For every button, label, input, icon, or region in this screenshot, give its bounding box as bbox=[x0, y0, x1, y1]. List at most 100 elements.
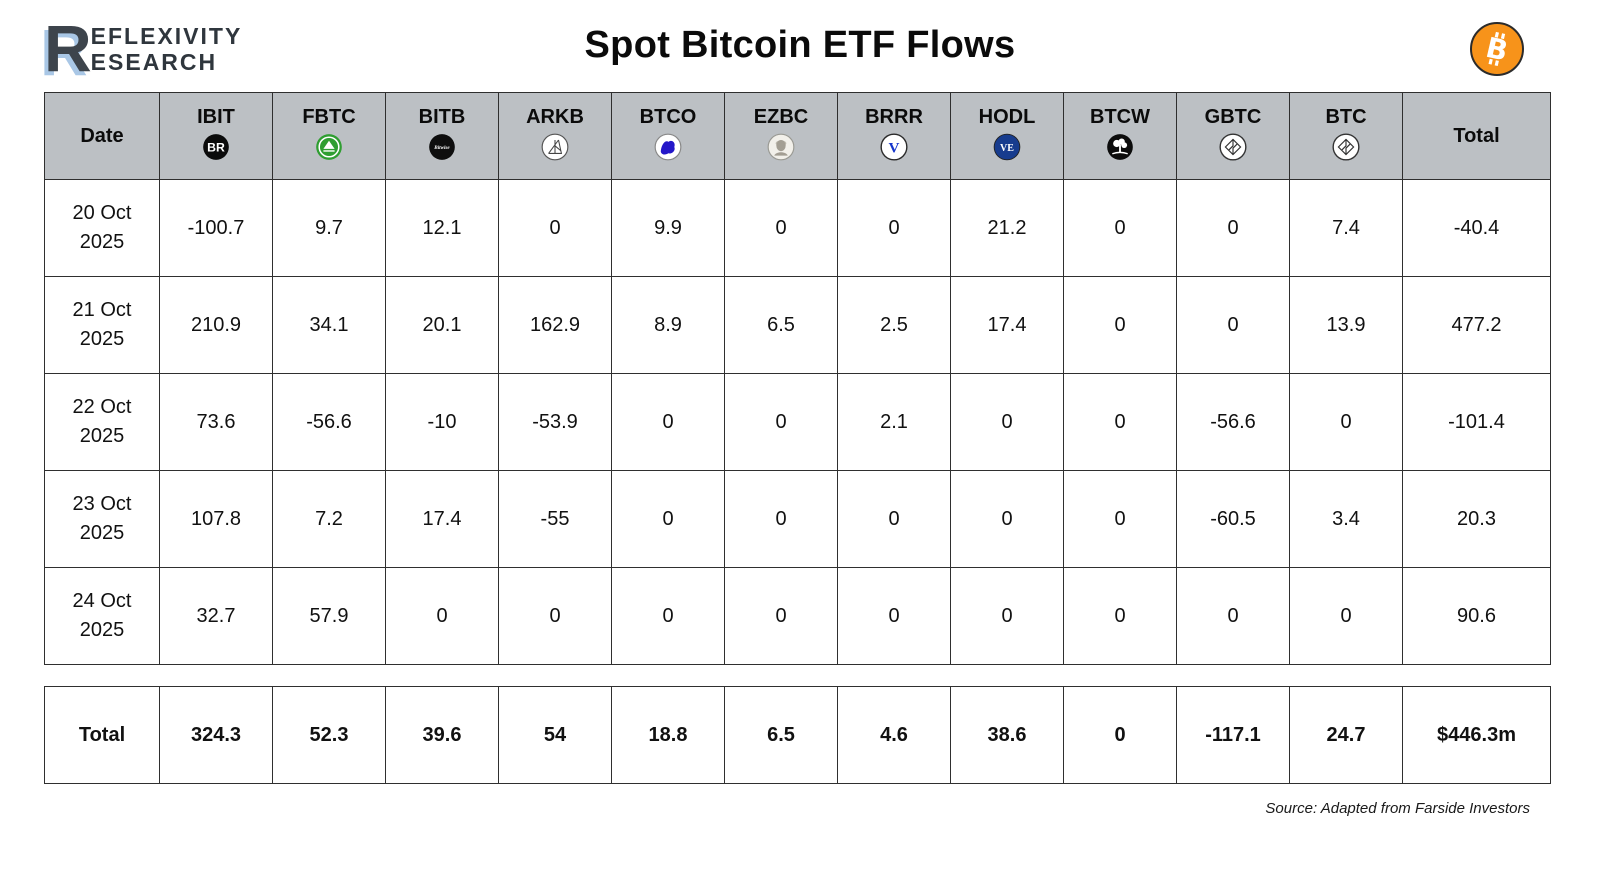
flow-value-cell: 0 bbox=[837, 567, 951, 665]
total-value-cell: 52.3 bbox=[272, 686, 386, 784]
total-value-cell: -117.1 bbox=[1176, 686, 1290, 784]
flow-value-cell: 0 bbox=[1289, 567, 1403, 665]
column-header-brrr: BRRR V bbox=[837, 92, 951, 180]
flow-value-cell: 0 bbox=[611, 470, 725, 568]
logo-line1: EFLEXIVITY bbox=[90, 23, 243, 49]
column-label: Date bbox=[80, 125, 124, 147]
date-line1: 22 Oct bbox=[72, 396, 132, 418]
table-row: 21 Oct 2025 210.9 34.1 20.1 162.9 8.9 6.5 2.5 17.… bbox=[44, 276, 1551, 374]
date-cell: 24 Oct 2025 bbox=[44, 567, 160, 665]
flow-value-cell: 73.6 bbox=[159, 373, 273, 471]
franklin-icon bbox=[767, 133, 795, 161]
flow-value-cell: 0 bbox=[724, 179, 838, 277]
column-label: HODL bbox=[978, 106, 1036, 128]
column-label: BTCW bbox=[1090, 106, 1150, 128]
flow-value-cell: 7.4 bbox=[1289, 179, 1403, 277]
date-cell: 23 Oct 2025 bbox=[44, 470, 160, 568]
source-note: Source: Adapted from Farside Investors bbox=[1265, 800, 1530, 817]
bitwise-icon: Bitwise bbox=[428, 133, 456, 161]
flow-value-cell: 0 bbox=[1063, 567, 1177, 665]
flow-value-cell: 0 bbox=[837, 179, 951, 277]
flow-value-cell: 2.5 bbox=[837, 276, 951, 374]
column-label: Total bbox=[1453, 125, 1500, 147]
table-row: 23 Oct 2025 107.8 7.2 17.4 -55 0 0 0 0 0 -60.5 3.4 20… bbox=[44, 470, 1551, 568]
flow-value-cell: 477.2 bbox=[1402, 276, 1551, 374]
column-header-bitb: BITB Bitwise bbox=[385, 92, 499, 180]
svg-text:B: B bbox=[1483, 31, 1511, 68]
flow-value-cell: 0 bbox=[724, 470, 838, 568]
reflexivity-research-logo: R EFLEXIVITY ESEARCH bbox=[44, 15, 243, 81]
column-label: IBIT bbox=[197, 106, 235, 128]
total-value-cell: 4.6 bbox=[837, 686, 951, 784]
column-label: FBTC bbox=[302, 106, 356, 128]
column-header-btc: BTC bbox=[1289, 92, 1403, 180]
grayscale-icon bbox=[1219, 133, 1247, 161]
flow-value-cell: 2.1 bbox=[837, 373, 951, 471]
logo-wordmark: EFLEXIVITY ESEARCH bbox=[91, 23, 243, 75]
flow-value-cell: 0 bbox=[1063, 179, 1177, 277]
column-label: BITB bbox=[418, 106, 466, 128]
date-line2: 2025 bbox=[79, 328, 125, 350]
grayscale-mini-icon bbox=[1332, 133, 1360, 161]
column-label: GBTC bbox=[1204, 106, 1262, 128]
date-line1: 23 Oct bbox=[72, 493, 132, 515]
flow-value-cell: 6.5 bbox=[724, 276, 838, 374]
column-header-arkb: ARKB bbox=[498, 92, 612, 180]
flow-value-cell: 9.9 bbox=[611, 179, 725, 277]
column-label: BTC bbox=[1325, 106, 1367, 128]
date-line1: 20 Oct bbox=[72, 202, 132, 224]
fidelity-icon bbox=[315, 133, 343, 161]
column-label: ARKB bbox=[526, 106, 584, 128]
flow-value-cell: 0 bbox=[724, 567, 838, 665]
flow-value-cell: 0 bbox=[498, 567, 612, 665]
column-label: EZBC bbox=[753, 106, 809, 128]
ark-icon bbox=[541, 133, 569, 161]
column-header-gbtc: GBTC bbox=[1176, 92, 1290, 180]
page-header: R EFLEXIVITY ESEARCH Spot Bitcoin ETF Fl… bbox=[0, 0, 1600, 92]
date-line1: 24 Oct bbox=[72, 590, 132, 612]
column-header-ezbc: EZBC bbox=[724, 92, 838, 180]
total-value-cell: $446.3m bbox=[1402, 686, 1551, 784]
flow-value-cell: 0 bbox=[950, 470, 1064, 568]
wisdomtree-icon bbox=[1106, 133, 1134, 161]
column-label: BRRR bbox=[865, 106, 923, 128]
column-header-date: Date bbox=[44, 92, 160, 180]
flow-value-cell: 0 bbox=[950, 567, 1064, 665]
table-row: 24 Oct 2025 32.7 57.9 0 0 0 0 0 0 0 0 0 90.6 bbox=[44, 567, 1551, 665]
flow-value-cell: 0 bbox=[837, 470, 951, 568]
total-value-cell: 324.3 bbox=[159, 686, 273, 784]
flow-value-cell: -53.9 bbox=[498, 373, 612, 471]
total-value-cell: 39.6 bbox=[385, 686, 499, 784]
total-value-cell: 54 bbox=[498, 686, 612, 784]
flow-value-cell: 17.4 bbox=[950, 276, 1064, 374]
page-title: Spot Bitcoin ETF Flows bbox=[584, 24, 1016, 66]
flow-value-cell: 7.2 bbox=[272, 470, 386, 568]
invesco-icon bbox=[654, 133, 682, 161]
column-header-ibit: IBIT BR bbox=[159, 92, 273, 180]
flow-value-cell: -56.6 bbox=[272, 373, 386, 471]
flow-value-cell: 20.3 bbox=[1402, 470, 1551, 568]
flow-value-cell: -60.5 bbox=[1176, 470, 1290, 568]
flow-value-cell: -100.7 bbox=[159, 179, 273, 277]
logo-line2: ESEARCH bbox=[90, 49, 218, 75]
flow-value-cell: 0 bbox=[950, 373, 1064, 471]
date-line2: 2025 bbox=[79, 522, 125, 544]
flow-value-cell: 0 bbox=[611, 373, 725, 471]
flow-value-cell: 34.1 bbox=[272, 276, 386, 374]
flow-value-cell: -10 bbox=[385, 373, 499, 471]
total-row-label: Total bbox=[44, 686, 160, 784]
total-value-cell: 18.8 bbox=[611, 686, 725, 784]
date-cell: 20 Oct 2025 bbox=[44, 179, 160, 277]
flow-value-cell: -101.4 bbox=[1402, 373, 1551, 471]
date-line2: 2025 bbox=[79, 619, 125, 641]
column-label: BTCO bbox=[639, 106, 697, 128]
flow-value-cell: 0 bbox=[1063, 470, 1177, 568]
total-value-cell: 6.5 bbox=[724, 686, 838, 784]
table-header-row: Date IBIT BR FBTC BITB Bitwise ARKB BTCO EZBC BRR… bbox=[44, 92, 1551, 180]
flow-value-cell: 17.4 bbox=[385, 470, 499, 568]
flow-value-cell: 21.2 bbox=[950, 179, 1064, 277]
date-line1: 21 Oct bbox=[72, 299, 132, 321]
table-row: 20 Oct 2025 -100.7 9.7 12.1 0 9.9 0 0 21.2 0 0 7.4 -4… bbox=[44, 179, 1551, 277]
date-cell: 22 Oct 2025 bbox=[44, 373, 160, 471]
flow-value-cell: 0 bbox=[1063, 276, 1177, 374]
